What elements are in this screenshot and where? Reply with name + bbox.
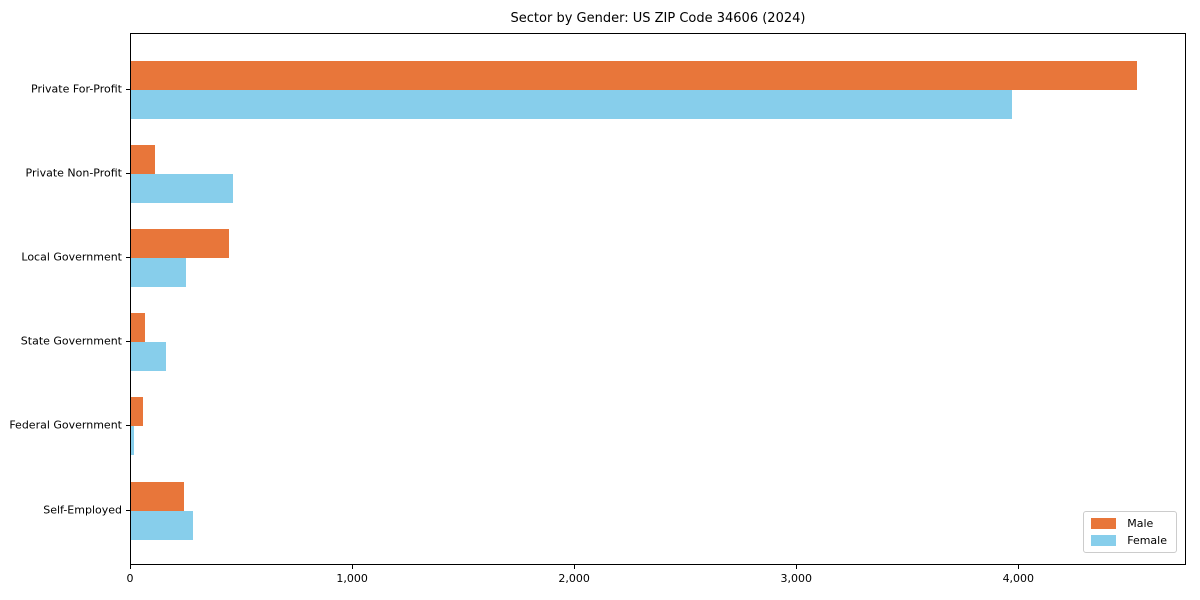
x-tick-label-2-000: 2,000 (558, 572, 590, 585)
bar-male-state-government (131, 313, 146, 343)
x-tick-label-3-000: 3,000 (780, 572, 812, 585)
y-tick-mark (126, 425, 130, 427)
x-tick-label-0: 0 (126, 572, 134, 585)
legend-entry-female: Female (1091, 534, 1167, 547)
legend-entry-male: Male (1091, 517, 1167, 530)
y-tick-mark (126, 172, 130, 174)
y-tick-label-local-government: Local Government (21, 250, 122, 264)
y-axis: Private For-Profit Private Non-Profit Loca… (0, 33, 130, 565)
legend-swatch-male (1091, 518, 1117, 529)
bar-female-state-government (131, 342, 167, 372)
x-tick-label-4-000: 4,000 (1002, 572, 1035, 585)
legend-label-female: Female (1127, 534, 1167, 547)
x-tick-mark (574, 565, 576, 569)
y-tick-mark (126, 256, 130, 258)
bar-male-self-employed (131, 481, 184, 511)
bar-male-federal-government (131, 397, 143, 427)
bar-female-self-employed (131, 510, 193, 540)
legend-swatch-female (1091, 535, 1117, 546)
y-tick-label-private-for-profit: Private For-Profit (31, 82, 122, 95)
y-tick-mark (126, 341, 130, 343)
bar-female-local-government (131, 257, 187, 287)
bar-female-private-non-profit (131, 173, 234, 203)
x-tick-mark (796, 565, 798, 569)
plot-area: Male Female (130, 33, 1186, 565)
x-tick-mark (352, 565, 354, 569)
y-tick-label-state-government: State Government (20, 334, 122, 348)
bar-male-private-for-profit (131, 60, 1138, 90)
y-tick-mark (126, 88, 130, 90)
x-axis: 0 1,000 2,000 3,000 4,000 (126, 565, 1186, 595)
bar-male-local-government (131, 228, 229, 258)
legend-label-male: Male (1127, 517, 1154, 530)
bar-male-private-non-profit (131, 144, 156, 174)
x-tick-mark (1018, 565, 1020, 569)
y-tick-label-private-non-profit: Private Non-Profit (25, 166, 122, 180)
x-tick-label-1-000: 1,000 (336, 572, 368, 585)
legend: Male Female (1083, 511, 1177, 553)
y-tick-mark (126, 509, 130, 511)
chart-title: Sector by Gender: US ZIP Code 34606 (202… (510, 11, 806, 26)
bar-female-federal-government (131, 426, 134, 456)
x-tick-mark (130, 565, 131, 569)
y-tick-label-self-employed: Self-Employed (43, 503, 122, 516)
bar-female-private-for-profit (131, 89, 1012, 119)
y-tick-label-federal-government: Federal Government (9, 418, 122, 432)
